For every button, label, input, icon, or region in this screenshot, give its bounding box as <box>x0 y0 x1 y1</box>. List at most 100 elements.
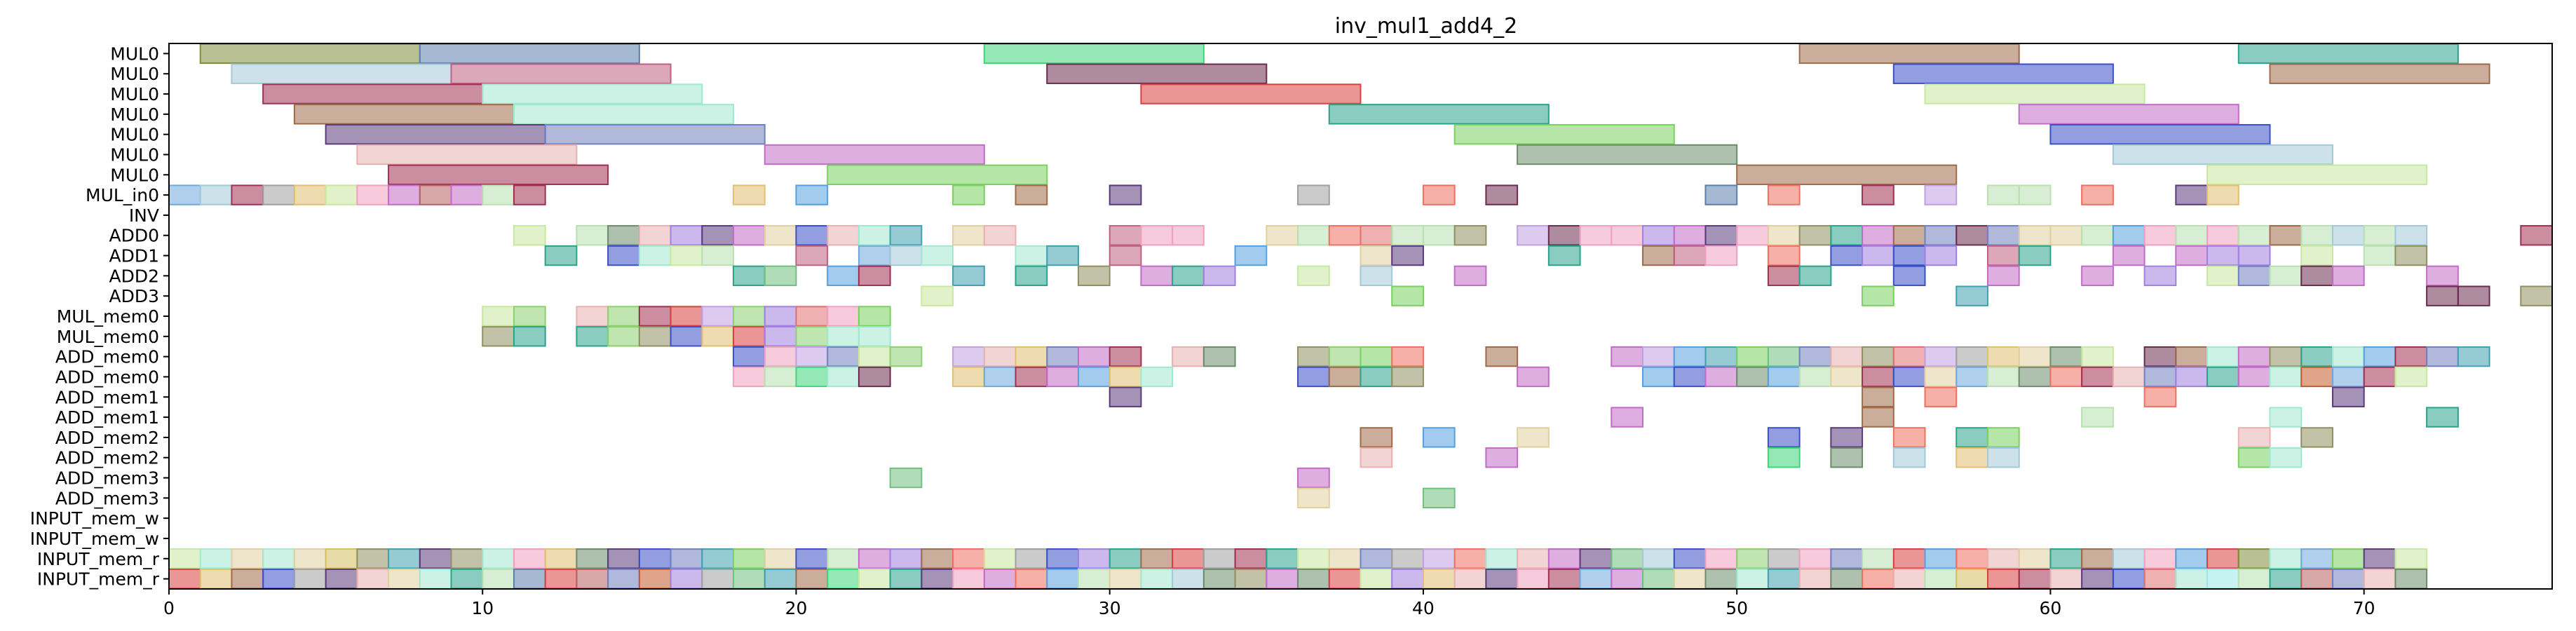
task-bar <box>1892 568 1926 590</box>
task-bar <box>1485 568 1519 590</box>
task-bar <box>2081 548 2114 569</box>
task-bar <box>1422 568 1456 590</box>
task-bar <box>1109 366 1142 388</box>
task-bar <box>1767 265 1801 287</box>
task-bar <box>2363 225 2397 246</box>
task-bar <box>1360 447 1393 468</box>
task-bar <box>701 306 735 327</box>
y-tick-label: MUL0 <box>110 104 159 125</box>
task-bar <box>1767 225 1801 246</box>
task-bar <box>1360 346 1393 367</box>
task-bar <box>983 568 1017 590</box>
task-bar <box>1986 366 2020 388</box>
task-bar <box>1109 548 1142 569</box>
task-bar <box>1673 225 1707 246</box>
task-bar <box>764 306 797 327</box>
task-bar <box>1830 225 1864 246</box>
task-bar <box>1297 225 1330 246</box>
task-bar <box>1892 265 1926 287</box>
task-bar <box>1046 346 1079 367</box>
y-tick-label: ADD_mem0 <box>55 347 159 367</box>
task-bar <box>1892 366 1926 388</box>
task-bar <box>1673 346 1707 367</box>
task-bar <box>1798 568 1832 590</box>
task-bar <box>1830 427 1864 448</box>
task-bar <box>1798 225 1832 246</box>
task-bar <box>857 568 891 590</box>
task-bar <box>2175 346 2209 367</box>
task-bar <box>1360 427 1393 448</box>
task-bar <box>2049 548 2083 569</box>
task-bar <box>513 104 735 125</box>
task-bar <box>1517 568 1550 590</box>
task-bar <box>1673 548 1707 569</box>
task-bar <box>1955 548 1988 569</box>
task-bar <box>2206 366 2239 388</box>
task-bar <box>733 346 766 367</box>
task-bar <box>1297 184 1330 205</box>
task-bar <box>2018 346 2052 367</box>
task-bar <box>1046 63 1268 84</box>
task-bar <box>2175 548 2209 569</box>
task-bar <box>1736 164 1958 185</box>
task-bar <box>2269 346 2303 367</box>
task-bar <box>952 366 985 388</box>
task-bar <box>1077 366 1111 388</box>
task-bar <box>2018 366 2052 388</box>
task-bar <box>701 245 735 266</box>
task-bar <box>638 306 672 327</box>
task-bar <box>231 63 452 84</box>
task-bar <box>701 326 735 347</box>
task-bar <box>607 225 640 246</box>
task-bar <box>1924 225 1958 246</box>
task-bar <box>2269 568 2303 590</box>
task-bar <box>450 63 672 84</box>
task-bar <box>231 548 264 569</box>
task-bar <box>1924 366 1958 388</box>
task-bar <box>1862 407 1894 428</box>
task-bar <box>921 548 954 569</box>
task-bar <box>1015 245 1048 266</box>
y-tick-label: MUL0 <box>110 64 159 84</box>
task-bar <box>1924 83 2145 104</box>
task-bar <box>889 467 923 489</box>
task-bar <box>1202 346 1236 367</box>
task-bar <box>1015 548 1048 569</box>
task-bar <box>764 366 797 388</box>
task-bar <box>2237 447 2271 468</box>
x-tick-label: 30 <box>1099 598 1121 618</box>
task-bar <box>607 306 640 327</box>
task-bar <box>1767 366 1801 388</box>
task-bar <box>2237 366 2271 388</box>
task-bar <box>1172 346 1205 367</box>
task-bar <box>1924 548 1958 569</box>
task-bar <box>2206 225 2239 246</box>
task-bar <box>1015 184 1048 205</box>
task-bar <box>2300 366 2333 388</box>
task-bar <box>1391 548 1424 569</box>
task-bar <box>1862 548 1894 569</box>
task-bar <box>482 326 515 347</box>
task-bar <box>889 568 923 590</box>
task-bar <box>1234 568 1268 590</box>
x-tick-label: 50 <box>1726 598 1748 618</box>
task-bar <box>325 568 358 590</box>
task-bar <box>1360 548 1393 569</box>
task-bar <box>2269 548 2303 569</box>
task-bar <box>1109 346 1142 367</box>
task-bar <box>325 123 546 145</box>
task-bar <box>764 346 797 367</box>
task-bar <box>764 326 797 347</box>
task-bar <box>1360 265 1393 287</box>
task-bar <box>262 83 484 104</box>
task-bar <box>513 306 546 327</box>
task-bar <box>2143 265 2177 287</box>
y-tick-label: ADD_mem3 <box>55 468 159 489</box>
task-bar <box>388 184 421 205</box>
task-bar <box>670 326 703 347</box>
task-bar <box>544 245 578 266</box>
task-bar <box>1579 568 1613 590</box>
task-bar <box>1955 225 1988 246</box>
task-bar <box>388 568 421 590</box>
task-bar <box>1955 568 1988 590</box>
